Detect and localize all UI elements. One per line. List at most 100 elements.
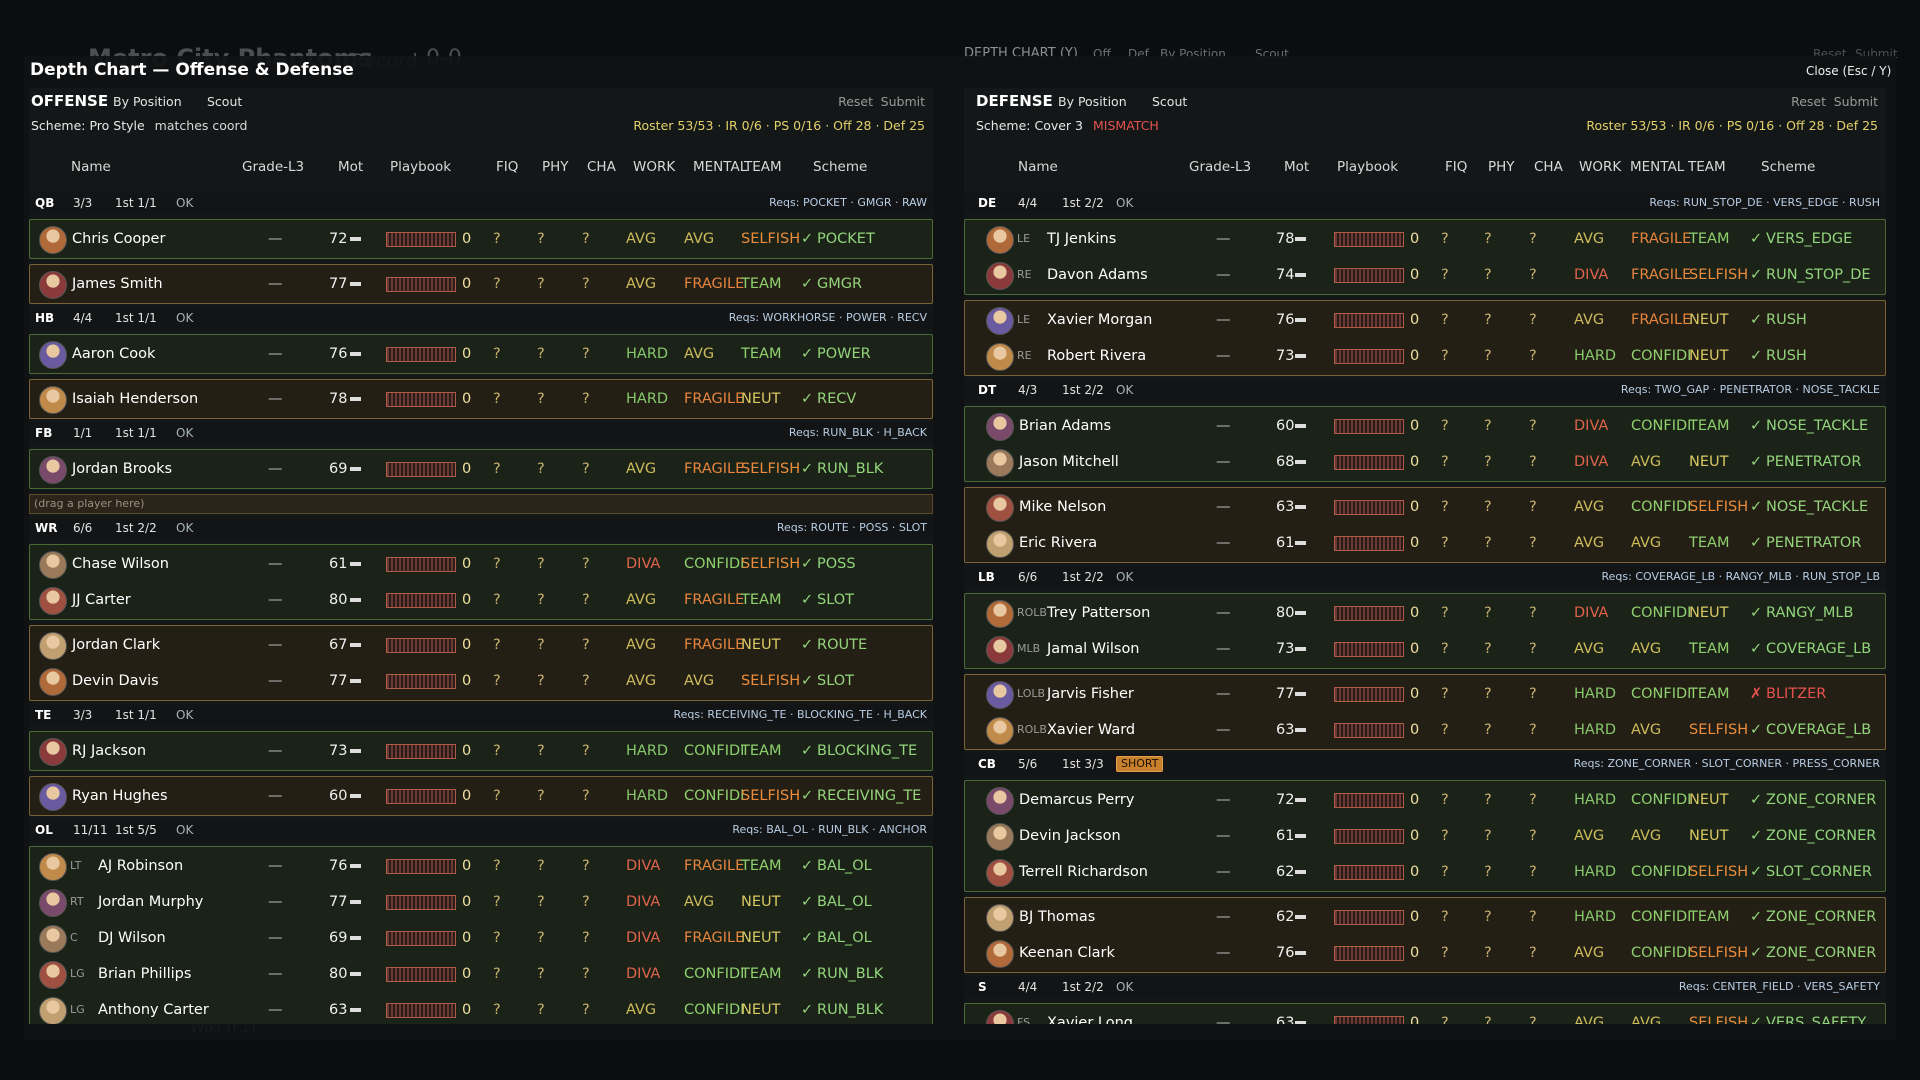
column-label[interactable]: CHA bbox=[1534, 159, 1563, 175]
playbook-bar bbox=[1334, 1016, 1404, 1024]
close-button[interactable]: Close (Esc / Y) bbox=[1806, 64, 1892, 78]
scout-toggle[interactable]: Scout bbox=[207, 94, 243, 109]
submit-button[interactable]: Submit bbox=[1833, 94, 1878, 109]
motivation-bar bbox=[1295, 354, 1306, 358]
playbook-bar bbox=[1334, 232, 1404, 247]
player-row[interactable]: BJ Thomas — 62 0??? HARD CONFIDI TEAM ✓ ZONE_COR… bbox=[965, 899, 1885, 935]
phy: ? bbox=[1484, 535, 1492, 551]
player-row[interactable]: Devin Jackson — 61 0??? AVG AVG NEUT ✓ ZONE_CORN… bbox=[965, 818, 1885, 854]
group-starters: 1st 2/2 bbox=[1062, 196, 1104, 210]
submit-button[interactable]: Submit bbox=[880, 94, 925, 109]
depth-box: Jordan Brooks — 69 0??? AVG FRAGILE SELFISH ✓ RU… bbox=[29, 449, 933, 489]
player-row[interactable]: ROLB Xavier Ward — 63 0??? HARD AVG SELFISH ✓ COV… bbox=[965, 712, 1885, 748]
player-pos: ROLB bbox=[1017, 606, 1047, 619]
player-row[interactable]: Keenan Clark — 76 0??? AVG CONFIDI SELFISH ✓ ZON… bbox=[965, 935, 1885, 971]
grade: — bbox=[1216, 535, 1231, 551]
group-count: 3/3 bbox=[73, 708, 93, 722]
cha: ? bbox=[1529, 686, 1537, 702]
column-label[interactable]: MENTAL bbox=[693, 159, 748, 175]
player-row[interactable]: Devin Davis — 77 0??? AVG AVG SELFISH ✓ SLOT bbox=[30, 663, 932, 699]
scheme-role: COVERAGE_LB bbox=[1766, 641, 1872, 657]
reset-button[interactable]: Reset bbox=[1791, 94, 1826, 109]
playbook: 0 bbox=[1410, 312, 1420, 328]
player-row[interactable]: James Smith — 77 0??? AVG FRAGILE TEAM ✓ GMGR bbox=[30, 266, 932, 302]
player-row[interactable]: Jason Mitchell — 68 0??? DIVA AVG NEUT ✓ PENETRA… bbox=[965, 444, 1885, 480]
column-label[interactable]: TEAM bbox=[1688, 159, 1726, 175]
playbook-bar bbox=[1334, 793, 1404, 808]
mental: CONFIDI bbox=[1631, 945, 1692, 961]
column-label[interactable]: FIQ bbox=[1445, 159, 1468, 175]
player-name: Demarcus Perry bbox=[1019, 792, 1135, 808]
group-header: TE 3/3 1st 1/1 OK Reqs: RECEIVING_TE · BLOCK… bbox=[29, 704, 933, 726]
motivation: 77 bbox=[329, 276, 348, 292]
player-avatar bbox=[39, 551, 67, 579]
player-row[interactable]: Jordan Brooks — 69 0??? AVG FRAGILE SELFISH ✓ RU… bbox=[30, 451, 932, 487]
team: TEAM bbox=[1689, 909, 1730, 925]
player-row[interactable]: Chase Wilson — 61 0??? DIVA CONFIDI SELFISH ✓ PO… bbox=[30, 546, 932, 582]
view-toggle[interactable]: By Position bbox=[113, 94, 182, 109]
mental: FRAGILE bbox=[684, 461, 745, 477]
phy: ? bbox=[1484, 792, 1492, 808]
player-row[interactable]: C DJ Wilson — 69 0??? DIVA FRAGILE NEUT ✓ BAL_OL bbox=[30, 920, 932, 956]
player-row[interactable]: Terrell Richardson — 62 0??? HARD CONFIDI SELF… bbox=[965, 854, 1885, 890]
player-row[interactable]: Chris Cooper — 72 0??? AVG AVG SELFISH ✓ POCKET bbox=[30, 221, 932, 257]
grade: — bbox=[268, 231, 283, 247]
column-label[interactable]: Playbook bbox=[390, 159, 452, 175]
column-label[interactable]: CHA bbox=[587, 159, 616, 175]
column-label[interactable]: Mot bbox=[338, 159, 364, 175]
empty-slot[interactable]: (drag a player here) bbox=[29, 494, 933, 514]
player-row[interactable]: RE Davon Adams — 74 0??? DIVA FRAGILE SELFISH ✓ R… bbox=[965, 257, 1885, 293]
phy: ? bbox=[537, 346, 545, 362]
playbook: 0 bbox=[1410, 686, 1420, 702]
column-label[interactable]: PHY bbox=[1488, 159, 1515, 175]
work: AVG bbox=[1574, 1015, 1605, 1024]
player-row[interactable]: MLB Jamal Wilson — 73 0??? AVG AVG TEAM ✓ COVERAG… bbox=[965, 631, 1885, 667]
column-label[interactable]: WORK bbox=[1579, 159, 1622, 175]
player-row[interactable]: Mike Nelson — 63 0??? AVG CONFIDI SELFISH ✓ NOSE… bbox=[965, 489, 1885, 525]
column-label[interactable]: FIQ bbox=[496, 159, 519, 175]
player-row[interactable]: LE TJ Jenkins — 78 0??? AVG FRAGILE TEAM ✓ VERS_E… bbox=[965, 221, 1885, 257]
group-pos: TE bbox=[35, 708, 52, 722]
player-row[interactable]: Isaiah Henderson — 78 0??? HARD FRAGILE NEUT ✓ R… bbox=[30, 381, 932, 417]
motivation: 61 bbox=[1276, 535, 1295, 551]
scheme-role: RECEIVING_TE bbox=[817, 788, 922, 804]
player-row[interactable]: LOLB Jarvis Fisher — 77 0??? HARD CONFIDI TEAM ✗… bbox=[965, 676, 1885, 712]
cha: ? bbox=[582, 673, 590, 689]
scout-toggle[interactable]: Scout bbox=[1152, 94, 1188, 109]
player-name: Chase Wilson bbox=[72, 556, 169, 572]
player-row[interactable]: Aaron Cook — 76 0??? HARD AVG TEAM ✓ POWER bbox=[30, 336, 932, 372]
player-row[interactable]: LT AJ Robinson — 76 0??? DIVA FRAGILE TEAM ✓ BAL_… bbox=[30, 848, 932, 884]
player-row[interactable]: LE Xavier Morgan — 76 0??? AVG FRAGILE NEUT ✓ RUS… bbox=[965, 302, 1885, 338]
phy: ? bbox=[537, 391, 545, 407]
fiq: ? bbox=[1441, 348, 1449, 364]
player-row[interactable]: RE Robert Rivera — 73 0??? HARD CONFIDI NEUT ✓ RU… bbox=[965, 338, 1885, 374]
column-label[interactable]: Name bbox=[71, 159, 111, 175]
column-label[interactable]: WORK bbox=[633, 159, 676, 175]
player-row[interactable]: RJ Jackson — 73 0??? HARD CONFIDI TEAM ✓ BLOCKIN… bbox=[30, 733, 932, 769]
player-row[interactable]: Demarcus Perry — 72 0??? HARD CONFIDI NEUT ✓ ZON… bbox=[965, 782, 1885, 818]
player-row[interactable]: RT Jordan Murphy — 77 0??? DIVA AVG NEUT ✓ BAL_OL bbox=[30, 884, 932, 920]
column-label[interactable]: PHY bbox=[542, 159, 569, 175]
column-label[interactable]: Scheme bbox=[813, 159, 868, 175]
player-row[interactable]: FS Xavier Long — 63 0??? AVG AVG SELFISH ✓ VERS_S… bbox=[965, 1005, 1885, 1024]
view-toggle[interactable]: By Position bbox=[1058, 94, 1127, 109]
player-row[interactable]: ROLB Trey Patterson — 80 0??? DIVA CONFIDI NEUT… bbox=[965, 595, 1885, 631]
column-label[interactable]: Playbook bbox=[1337, 159, 1399, 175]
column-label[interactable]: Grade-L3 bbox=[1189, 159, 1252, 175]
column-label[interactable]: Name bbox=[1018, 159, 1058, 175]
column-label[interactable]: TEAM bbox=[744, 159, 782, 175]
player-row[interactable]: Brian Adams — 60 0??? DIVA CONFIDI TEAM ✓ NOSE_T… bbox=[965, 408, 1885, 444]
player-row[interactable]: Eric Rivera — 61 0??? AVG AVG TEAM ✓ PENETRATOR bbox=[965, 525, 1885, 561]
player-row[interactable]: Jordan Clark — 67 0??? AVG FRAGILE NEUT ✓ ROUTE bbox=[30, 627, 932, 663]
playbook-bar bbox=[1334, 500, 1404, 515]
column-label[interactable]: MENTAL bbox=[1630, 159, 1685, 175]
column-label[interactable]: Scheme bbox=[1761, 159, 1816, 175]
column-label[interactable]: Mot bbox=[1284, 159, 1310, 175]
player-row[interactable]: LG Brian Phillips — 80 0??? DIVA CONFIDI TEAM ✓ R… bbox=[30, 956, 932, 992]
player-row[interactable]: LG Anthony Carter — 63 0??? AVG CONFIDI NEUT ✓ RU… bbox=[30, 992, 932, 1024]
player-row[interactable]: Ryan Hughes — 60 0??? HARD CONFIDI SELFISH ✓ REC… bbox=[30, 778, 932, 814]
player-row[interactable]: JJ Carter — 80 0??? AVG FRAGILE TEAM ✓ SLOT bbox=[30, 582, 932, 618]
playbook: 0 bbox=[1410, 945, 1420, 961]
column-label[interactable]: Grade-L3 bbox=[242, 159, 305, 175]
reset-button[interactable]: Reset bbox=[838, 94, 873, 109]
